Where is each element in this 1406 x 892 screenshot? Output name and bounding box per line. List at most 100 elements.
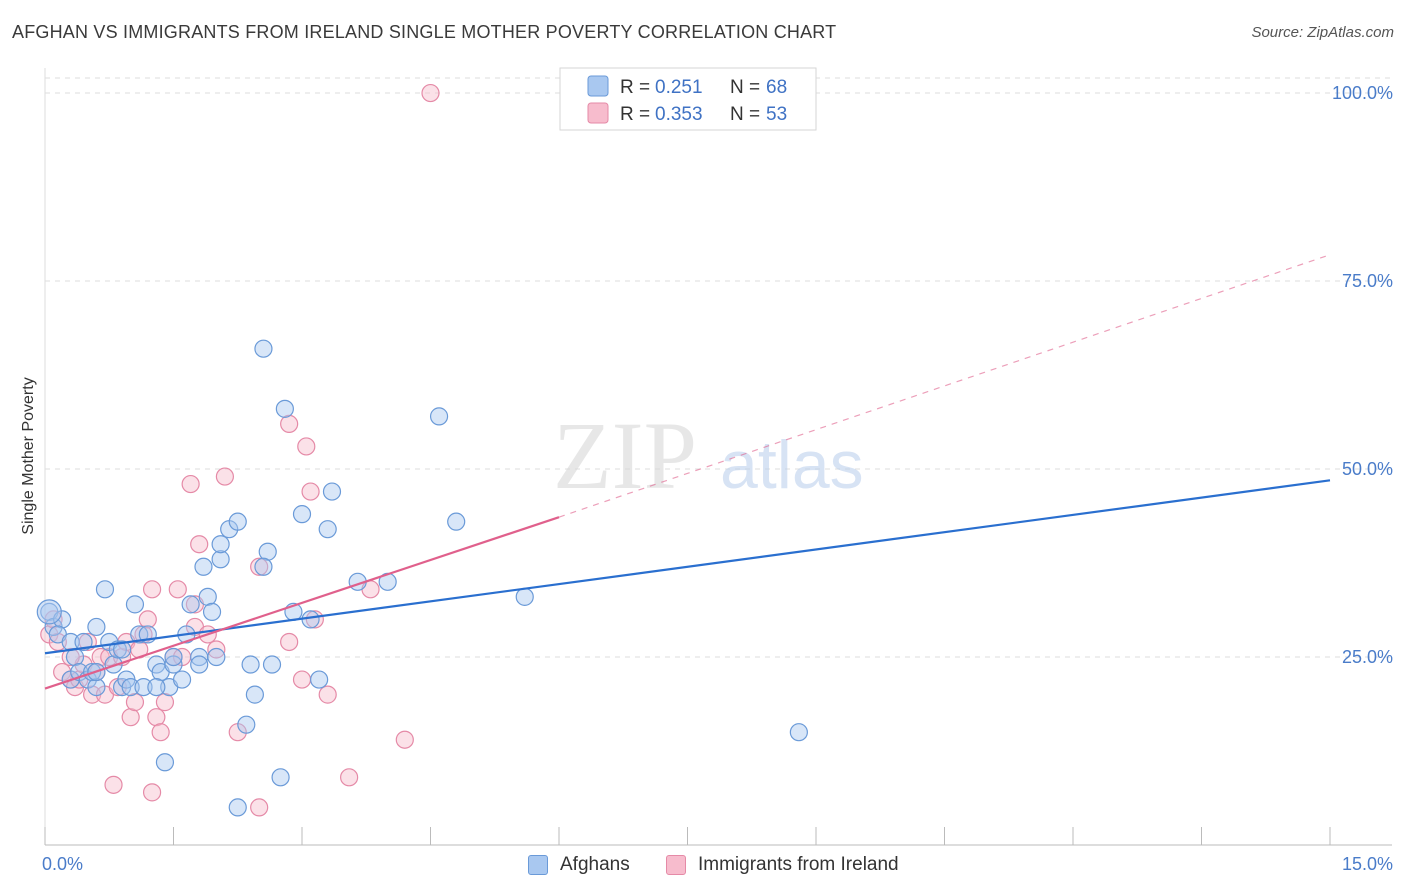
ireland-point	[142, 580, 162, 599]
afghans-point	[228, 512, 247, 531]
afghans-point	[194, 557, 213, 576]
ireland-point	[61, 647, 80, 667]
chart-title: AFGHAN VS IMMIGRANTS FROM IRELAND SINGLE…	[12, 22, 837, 42]
afghans-point	[164, 655, 183, 674]
afghans-legend-label: Afghans	[560, 854, 630, 875]
x-tick-label-max: 15.0%	[1342, 854, 1393, 874]
ireland-swatch	[666, 855, 686, 875]
legend-afghans-n-value: 68	[766, 77, 787, 98]
ireland-point	[151, 723, 170, 742]
afghans-swatch	[528, 855, 548, 875]
afghans-point	[254, 339, 273, 358]
ireland-points	[40, 83, 440, 817]
legend-afghans-n-label: N =	[730, 77, 760, 98]
ireland-point	[250, 798, 269, 817]
ireland-point	[121, 708, 140, 727]
afghans-point	[211, 535, 230, 554]
legend-ireland-r-label: R =	[620, 104, 650, 125]
y-tick-label: 100.0%	[1332, 83, 1393, 103]
afghans-point	[125, 595, 145, 614]
trend-lines	[44, 254, 1331, 690]
afghans-point	[237, 715, 256, 734]
ireland-point	[280, 414, 299, 434]
ireland-point	[138, 610, 157, 629]
bottom-legend-afghans: Afghans	[528, 852, 630, 878]
afghans-point	[310, 670, 329, 689]
ireland-point	[168, 580, 187, 599]
afghans-point	[262, 655, 282, 674]
source-label: Source: ZipAtlas.com	[1251, 24, 1394, 41]
ireland-point	[395, 730, 414, 749]
ireland-point	[125, 693, 145, 712]
ireland-point	[104, 775, 123, 794]
afghans-point	[198, 587, 217, 606]
ireland-point	[207, 640, 226, 659]
legend-ireland-r-value: 0.353	[655, 104, 703, 125]
ireland-point	[292, 670, 312, 689]
afghans-point	[318, 520, 337, 539]
grid-lines	[45, 77, 1392, 658]
watermark: ZIP atlas	[553, 402, 864, 509]
afghans-point	[164, 647, 183, 667]
watermark-atlas: atlas	[720, 427, 864, 503]
ireland-point	[340, 768, 359, 787]
ireland-point	[250, 557, 269, 576]
afghans-point	[36, 599, 62, 625]
axes	[44, 68, 1392, 846]
ireland-point	[318, 685, 337, 704]
watermark-zip: ZIP	[553, 402, 697, 509]
legend-afghans-swatch	[587, 75, 609, 97]
afghans-point	[112, 640, 132, 659]
legend-afghans-r-value: 0.251	[655, 77, 703, 98]
ireland-point	[147, 708, 166, 727]
afghans-point	[254, 557, 273, 576]
ireland-point	[280, 632, 299, 652]
afghans-point	[322, 482, 342, 501]
ireland-point	[190, 535, 209, 554]
afghans-point	[121, 677, 140, 697]
afghans-point	[87, 677, 106, 697]
afghans-point	[515, 587, 534, 606]
afghans-point	[202, 602, 222, 621]
legend-ireland-n-label: N =	[730, 104, 760, 125]
afghans-point	[275, 399, 294, 418]
afghans-point	[271, 768, 290, 787]
ireland-point	[301, 482, 320, 501]
afghans-trend-line	[44, 479, 1331, 655]
ireland-point	[181, 474, 200, 494]
afghans-point	[134, 677, 153, 697]
tick-labels: 25.0% 50.0% 75.0% 100.0% 0.0% 15.0%	[42, 83, 1393, 874]
afghans-point	[228, 798, 247, 817]
y-tick-label: 25.0%	[1342, 647, 1393, 667]
afghans-point	[87, 617, 106, 637]
legend-ireland-swatch	[587, 102, 609, 124]
afghans-point	[447, 512, 466, 531]
afghans-point	[172, 670, 192, 689]
afghans-point	[245, 685, 264, 704]
ireland-point	[215, 467, 234, 486]
afghans-point	[104, 655, 123, 674]
ireland-point	[305, 610, 324, 629]
bottom-legend-ireland: Immigrants from Ireland	[666, 852, 899, 878]
afghans-point	[95, 580, 115, 599]
afghans-point	[789, 723, 808, 742]
ireland-legend-label: Immigrants from Ireland	[698, 854, 899, 875]
afghans-point	[147, 677, 166, 697]
afghans-point	[207, 647, 226, 667]
afghans-point	[181, 595, 200, 614]
afghans-point	[211, 550, 230, 569]
ireland-trend-line	[44, 516, 560, 690]
legend-ireland-n-value: 53	[766, 104, 787, 125]
afghans-point	[241, 655, 260, 674]
ireland-point	[297, 437, 316, 456]
afghans-point	[292, 505, 312, 524]
afghans-points	[36, 339, 808, 817]
ireland-point	[142, 783, 162, 802]
afghans-point	[108, 640, 127, 659]
y-tick-label: 75.0%	[1342, 271, 1393, 291]
afghans-point	[190, 655, 209, 674]
afghans-point	[155, 753, 175, 772]
afghans-point	[74, 632, 93, 652]
legend: R = 0.251 N = 68 R = 0.353 N = 53	[559, 67, 817, 131]
legend-afghans-r-label: R =	[620, 77, 650, 98]
